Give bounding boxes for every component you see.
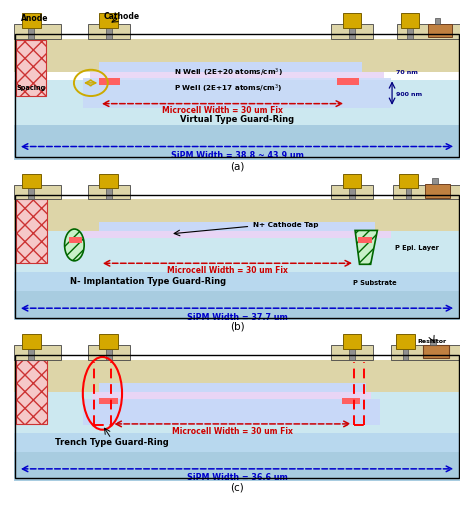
Bar [83,79,391,108]
Text: N+ Cathode Tap: N+ Cathode Tap [253,222,318,228]
Text: Spacing: Spacing [17,84,46,91]
Bar [106,349,111,360]
Text: Anode: Anode [21,14,48,22]
Bar [14,40,460,72]
Bar [407,29,413,40]
Text: P Epi. Layer: P Epi. Layer [395,245,439,251]
Bar [14,451,460,481]
Bar [17,41,46,97]
Bar [330,25,373,40]
Bar [423,346,449,358]
Bar [14,360,460,392]
Text: Virtual Type Guard-Ring: Virtual Type Guard-Ring [180,115,294,124]
Bar [22,14,40,29]
Text: P Substrate: P Substrate [353,279,396,286]
Text: P Well (2E+17 atoms/cm$^3$): P Well (2E+17 atoms/cm$^3$) [174,82,282,95]
Bar [14,200,460,232]
Bar [349,29,355,40]
Bar [343,14,361,29]
Text: (a): (a) [230,161,244,171]
Bar [14,346,61,360]
Bar [402,349,408,360]
Bar [99,223,375,232]
Bar [396,335,415,349]
Bar [92,392,371,399]
Bar [14,81,460,126]
Bar [343,335,361,349]
Bar [28,349,34,360]
Text: Cathode: Cathode [103,12,139,21]
Bar [14,391,460,433]
Bar [342,398,360,404]
Bar [349,349,355,360]
Bar [83,399,380,425]
Bar [17,360,47,424]
Bar [14,272,460,291]
Bar [393,185,460,200]
Text: 70 nm: 70 nm [396,70,418,75]
Bar [397,25,460,40]
Text: N Well (2E+20 atoms/cm$^3$): N Well (2E+20 atoms/cm$^3$) [173,67,283,79]
Bar [99,63,362,72]
Text: Microcell Width = 30 um Fix: Microcell Width = 30 um Fix [162,106,283,115]
Bar [106,29,111,40]
Bar [330,346,373,360]
Text: Microcell Width = 30 um Fix: Microcell Width = 30 um Fix [172,426,293,435]
Text: (c): (c) [230,482,244,492]
Text: (b): (b) [230,321,244,331]
Bar [88,25,130,40]
Bar [83,232,391,239]
Bar [99,398,118,404]
Ellipse shape [64,230,84,261]
Bar [14,433,460,451]
Bar [100,335,118,349]
Bar [22,335,40,349]
Bar [432,179,438,185]
Text: SiPM Width = 38.8 ~ 43.9 um: SiPM Width = 38.8 ~ 43.9 um [171,151,303,159]
Bar [90,72,384,79]
Bar [14,25,61,40]
Bar [15,195,459,318]
Bar [69,238,82,244]
Bar [88,346,130,360]
Bar [428,25,452,38]
Polygon shape [355,231,377,265]
Bar [88,185,130,200]
Bar [99,383,366,392]
Bar [399,175,418,189]
Bar [337,79,359,86]
Bar [14,291,460,321]
Text: Trench Type Guard-Ring: Trench Type Guard-Ring [55,437,169,446]
Bar [330,185,373,200]
Bar [100,14,118,29]
Bar [430,339,436,346]
Bar [358,238,372,244]
Bar [17,200,47,264]
Bar [100,175,118,189]
Text: Resistor: Resistor [418,338,447,343]
Bar [343,175,361,189]
Bar [425,185,449,198]
Text: Microcell Width = 30 um Fix: Microcell Width = 30 um Fix [167,265,288,274]
Bar [435,18,440,25]
Bar [14,231,460,272]
Bar [99,79,120,86]
Text: SiPM Width = 37.7 um: SiPM Width = 37.7 um [187,312,287,321]
Text: 900 nm: 900 nm [396,92,422,96]
Bar [22,175,40,189]
Text: SiPM Width = 36.6 um: SiPM Width = 36.6 um [187,472,287,482]
Bar [106,189,111,200]
Bar [349,189,355,200]
Bar [28,29,34,40]
Bar [401,14,419,29]
Bar [15,356,459,478]
Bar [391,346,460,360]
Bar [15,35,459,158]
Bar [28,189,34,200]
Bar [14,126,460,160]
Bar [406,189,411,200]
Text: N- Implantation Type Guard-Ring: N- Implantation Type Guard-Ring [70,276,226,286]
Bar [14,185,61,200]
